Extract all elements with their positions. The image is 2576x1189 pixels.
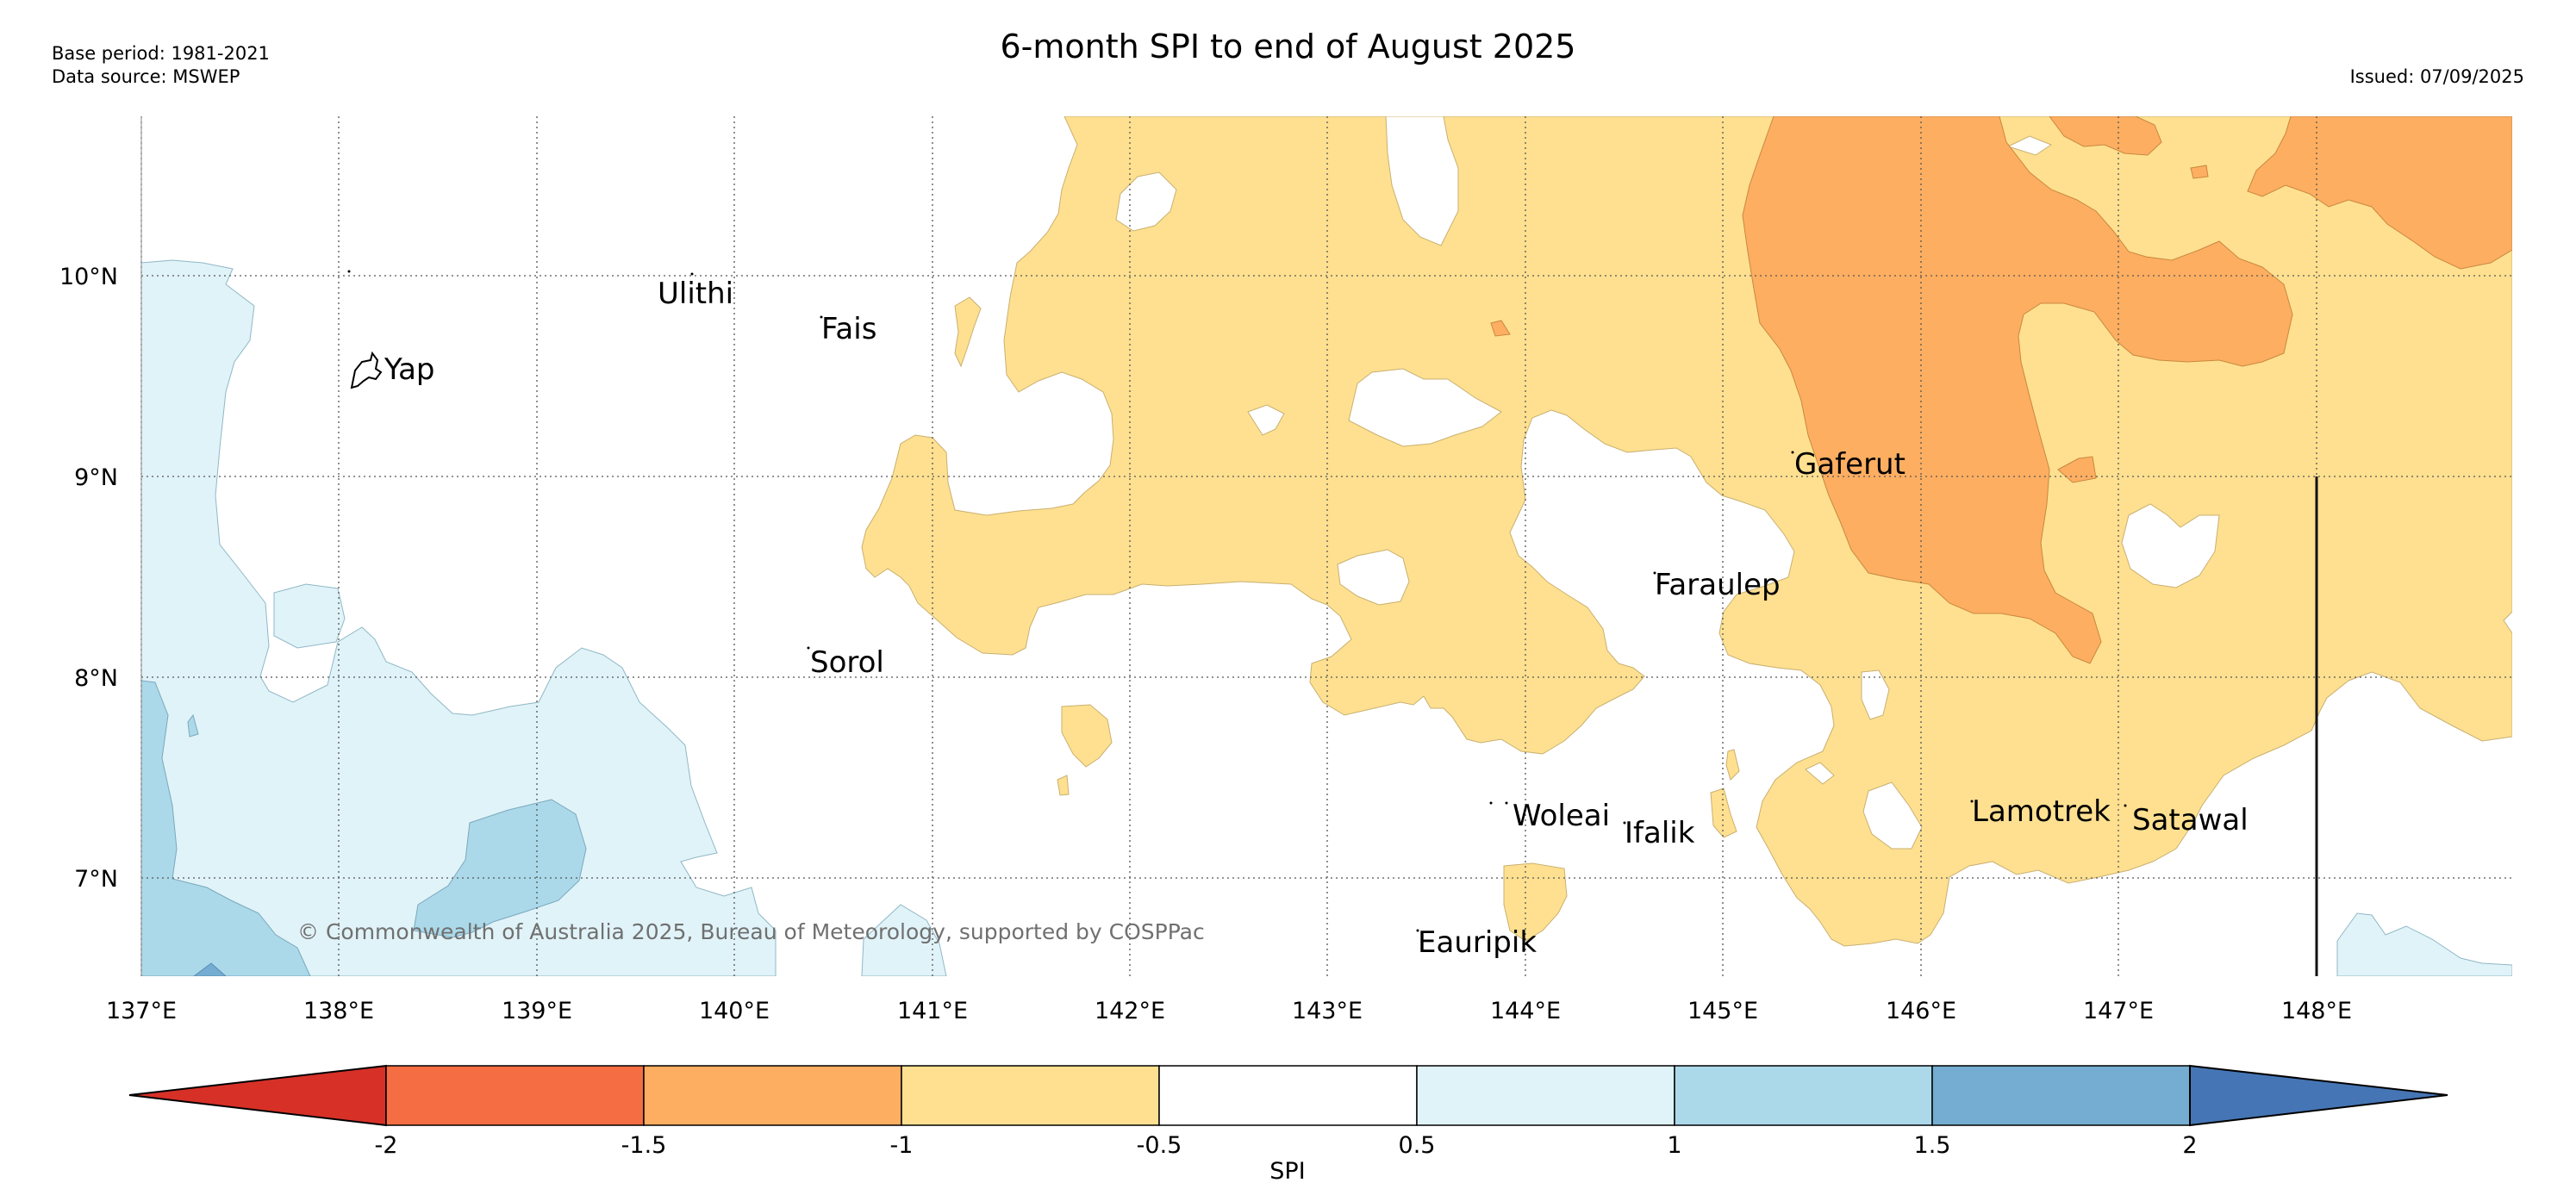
colorbar-bin bbox=[1416, 1065, 1675, 1126]
yap-island-shape bbox=[350, 351, 383, 389]
spi-drier-region-ne-1 bbox=[2049, 116, 2162, 156]
issued-date: Issued: 07/09/2025 bbox=[2349, 66, 2524, 87]
colorbar-tick: -1 bbox=[890, 1132, 914, 1159]
colorbar-tick: 1 bbox=[1667, 1132, 1681, 1159]
spi-dry-patch-e bbox=[1725, 749, 1740, 781]
spi-neutral-hole-4 bbox=[1247, 404, 1285, 436]
colorbar-tick: 0.5 bbox=[1399, 1132, 1436, 1159]
spi-drier-patch-c bbox=[2190, 165, 2209, 179]
spi-neutral-hole-5 bbox=[1337, 549, 1410, 606]
spi-neutral-hole-2 bbox=[1115, 171, 1177, 232]
spi-drier-region-central bbox=[1742, 116, 2293, 664]
copyright-notice: © Commonwealth of Australia 2025, Bureau… bbox=[297, 919, 1205, 944]
colorbar-bin bbox=[1674, 1065, 1933, 1126]
spi-wetter-region-mid bbox=[413, 799, 587, 938]
lon-label: 147°E bbox=[2083, 998, 2154, 1024]
colorbar-tick: -1.5 bbox=[621, 1132, 667, 1159]
colorbar-bin bbox=[901, 1065, 1160, 1126]
lon-label: 142°E bbox=[1095, 998, 1165, 1024]
colorbar-tick: 1.5 bbox=[1914, 1132, 1951, 1159]
colorbar-extend-high bbox=[2189, 1064, 2448, 1127]
colorbar-tick: -2 bbox=[375, 1132, 398, 1159]
place-label-yap: Yap bbox=[384, 352, 435, 387]
lat-label: 10°N bbox=[59, 264, 118, 290]
spi-wettest-speck bbox=[193, 962, 227, 976]
lon-label: 145°E bbox=[1687, 998, 1758, 1024]
spi-wet-patch-a bbox=[273, 583, 346, 649]
lon-label: 148°E bbox=[2281, 998, 2352, 1024]
spi-neutral-hole-8 bbox=[1805, 762, 1835, 785]
data-source-note: Data source: MSWEP bbox=[52, 66, 240, 87]
colorbar-extend-low bbox=[128, 1064, 387, 1127]
lon-label: 146°E bbox=[1886, 998, 1956, 1024]
lat-label: 9°N bbox=[74, 464, 118, 491]
place-labels: Ulithi Fais Yap Gaferut Faraulep Sorol W… bbox=[384, 277, 2249, 960]
spi-neutral-hole-10 bbox=[2006, 135, 2053, 156]
spi-neutral-hole-7 bbox=[1861, 669, 1890, 720]
place-label-faraulep: Faraulep bbox=[1655, 568, 1781, 602]
colorbar-bin bbox=[643, 1065, 902, 1126]
spi-wetter-speck bbox=[187, 713, 199, 738]
place-label-ulithi: Ulithi bbox=[658, 277, 733, 311]
place-label-satawal: Satawal bbox=[2132, 803, 2249, 837]
lon-label: 138°E bbox=[303, 998, 374, 1024]
lon-label: 144°E bbox=[1490, 998, 1561, 1024]
spi-neutral-hole-1 bbox=[1385, 116, 1459, 246]
map-title: 6-month SPI to end of August 2025 bbox=[1000, 28, 1576, 65]
lat-label: 7°N bbox=[74, 866, 118, 893]
spi-neutral-hole-6 bbox=[2121, 503, 2220, 588]
spi-dry-patch-b bbox=[1061, 704, 1113, 768]
spi-wetter-region-sw bbox=[141, 680, 311, 976]
spi-dry-patch-c bbox=[1503, 862, 1568, 942]
longitude-labels: 137°E 138°E 139°E 140°E 141°E 142°E 143°… bbox=[106, 998, 2352, 1024]
colorbar: -2 -1.5 -1 -0.5 0.5 1 1.5 2 SPI bbox=[128, 1064, 2448, 1185]
place-label-woleai: Woleai bbox=[1513, 799, 1610, 833]
spi-neutral-hole-9 bbox=[1862, 781, 1923, 850]
spi-neutral-hole-3 bbox=[1348, 368, 1502, 447]
lon-label: 143°E bbox=[1292, 998, 1363, 1024]
colorbar-tick: -0.5 bbox=[1137, 1132, 1182, 1159]
latitude-labels: 10°N 9°N 8°N 7°N bbox=[59, 264, 118, 893]
spi-drier-region-ne-2 bbox=[2247, 116, 2512, 270]
colorbar-label: SPI bbox=[1269, 1158, 1305, 1185]
colorbar-bin bbox=[385, 1065, 645, 1126]
lon-label: 141°E bbox=[897, 998, 968, 1024]
spi-drier-patch-b bbox=[1490, 320, 1511, 337]
colorbar-bin bbox=[1931, 1065, 2191, 1126]
lon-label: 140°E bbox=[699, 998, 770, 1024]
spi-dry-patch-d bbox=[1710, 787, 1737, 838]
place-label-fais: Fais bbox=[821, 312, 876, 346]
spi-wet-patch-b bbox=[861, 904, 947, 976]
island-markers bbox=[347, 270, 2127, 932]
colorbar-bin bbox=[1158, 1065, 1418, 1126]
place-label-eauripik: Eauripik bbox=[1418, 925, 1537, 960]
place-label-sorol: Sorol bbox=[810, 645, 884, 680]
spi-wet-patch-c bbox=[2336, 912, 2512, 976]
lon-label: 137°E bbox=[106, 998, 177, 1024]
spi-dry-patch-a bbox=[954, 296, 982, 368]
spi-dry-patch-f bbox=[1057, 775, 1070, 796]
lon-label: 139°E bbox=[502, 998, 572, 1024]
lat-label: 8°N bbox=[74, 665, 118, 692]
place-label-ifalik: Ifalik bbox=[1625, 816, 1695, 850]
colorbar-tick: 2 bbox=[2182, 1132, 2197, 1159]
place-label-lamotrek: Lamotrek bbox=[1972, 794, 2111, 829]
base-period-note: Base period: 1981-2021 bbox=[52, 43, 270, 64]
spi-wet-region-west bbox=[141, 259, 777, 976]
place-label-gaferut: Gaferut bbox=[1794, 447, 1905, 482]
